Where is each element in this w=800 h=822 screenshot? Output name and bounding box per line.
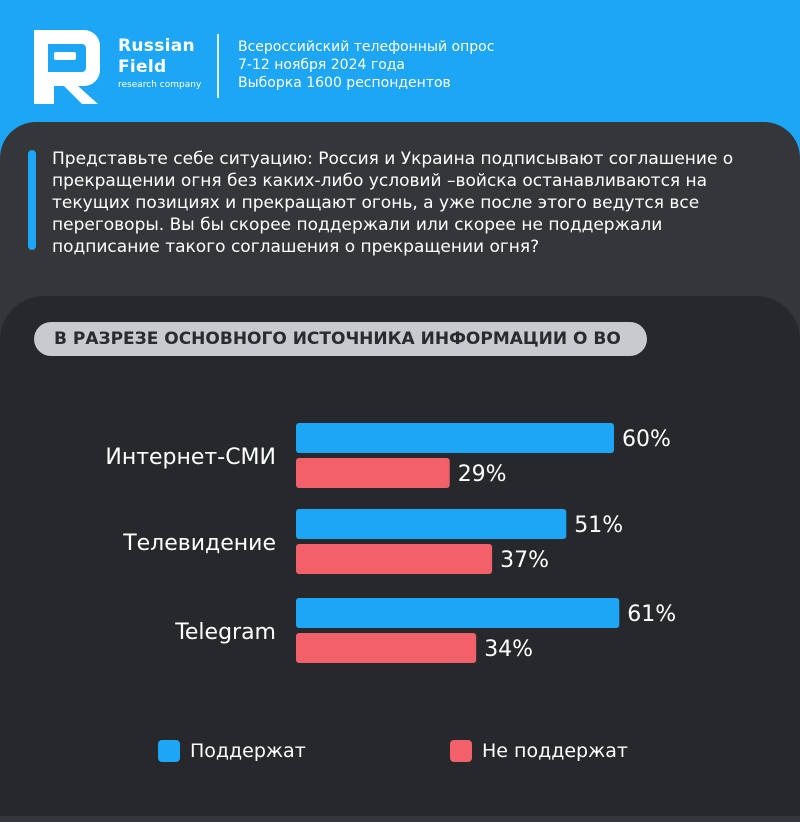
bar-support (296, 423, 614, 453)
category-label: Telegram (174, 620, 276, 645)
header-divider (217, 34, 219, 98)
survey-sample: Выборка 1600 респондентов (238, 75, 451, 91)
brand-tagline: research company (118, 80, 202, 90)
question-accent-bar (28, 150, 36, 250)
category-label: Телевидение (122, 531, 276, 556)
category-label: Интернет-СМИ (105, 445, 276, 470)
legend-item-support: Поддержат (158, 738, 306, 764)
question-text: Представьте себе ситуацию: Россия и Укра… (52, 149, 734, 257)
bar-oppose (296, 633, 477, 663)
legend-label-oppose: Не поддержат (482, 740, 628, 762)
bar-oppose (296, 544, 493, 574)
legend-item-oppose: Не поддержат (450, 738, 628, 764)
bar-support (296, 509, 567, 539)
header: Russian Field research company Всероссий… (0, 0, 800, 125)
data-label-oppose: 29% (458, 462, 507, 487)
brand-name: Russian Field research company (118, 36, 201, 91)
data-label-support: 60% (622, 427, 671, 452)
bar-support (296, 598, 620, 628)
survey-dates: 7-12 ноября 2024 года (238, 57, 406, 73)
legend-label-support: Поддержат (190, 740, 306, 762)
bar-chart: Интернет-СМИ 60% 29% Телевидение 51% 37% Teleg… (105, 423, 676, 663)
survey-info: Всероссийский телефонный опрос 7-12 нояб… (238, 38, 494, 92)
bar-oppose (296, 458, 450, 488)
brand-line-1: Russian (118, 36, 195, 56)
survey-type: Всероссийский телефонный опрос (238, 39, 495, 55)
russian-field-logo-icon (34, 30, 100, 104)
legend-swatch-support (158, 740, 180, 762)
legend-swatch-oppose (450, 740, 472, 762)
data-label-oppose: 34% (484, 637, 533, 662)
data-label-oppose: 37% (500, 548, 549, 573)
data-label-support: 51% (574, 513, 623, 538)
brand-line-2: Field (118, 57, 167, 77)
section-label: В РАЗРЕЗЕ ОСНОВНОГО ИСТОЧНИКА ИНФОРМАЦИИ… (34, 322, 647, 356)
data-label-support: 61% (627, 602, 676, 627)
